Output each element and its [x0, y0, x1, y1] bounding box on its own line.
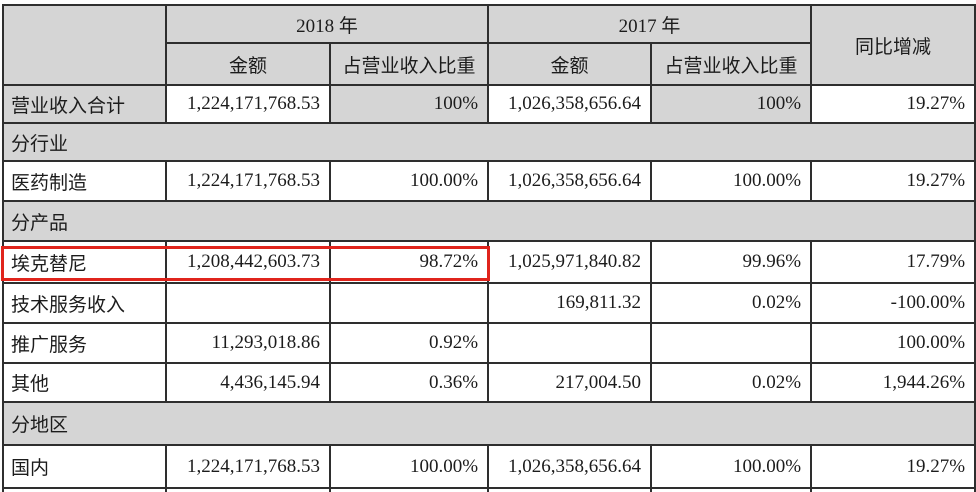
- header-pct-2017: 占营业收入比重: [650, 42, 813, 86]
- section-row: 分地区: [1, 401, 976, 446]
- value-cell: 100.00%: [650, 444, 813, 489]
- section-label: 分产品: [1, 200, 976, 242]
- value-cell: 11,293,018.86: [165, 322, 331, 364]
- value-cell: 1,224,171,768.53: [165, 444, 331, 489]
- value-cell: [328, 487, 490, 492]
- value-cell: 1,944.26%: [810, 362, 976, 403]
- value-cell: [328, 282, 490, 324]
- value-cell: 0.02%: [650, 282, 813, 324]
- value-cell: 19.27%: [810, 160, 976, 202]
- row-label: 其他: [2, 362, 167, 403]
- value-cell: 98.72%: [328, 240, 490, 284]
- header-year-2017: 2017 年: [487, 4, 813, 44]
- value-cell: 1,026,358,656.64: [487, 160, 653, 202]
- row-label: 医药制造: [2, 160, 167, 202]
- value-cell: 100.00%: [650, 160, 813, 202]
- table-row: 技术服务收入 169,811.32 0.02% -100.00%: [2, 282, 976, 324]
- header-amount-2017: 金额: [487, 42, 653, 86]
- value-cell: 99.96%: [650, 240, 813, 284]
- header-row-measures: 金额 占营业收入比重 金额 占营业收入比重: [3, 42, 975, 86]
- section-label: 分行业: [1, 122, 976, 162]
- value-cell: 1,025,971,840.82: [487, 240, 653, 284]
- header-pct-2018: 占营业收入比重: [328, 42, 490, 86]
- value-cell: -100.00%: [810, 282, 976, 324]
- value-cell: 1,026,358,656.64: [487, 444, 653, 489]
- header-amount-2018: 金额: [165, 42, 331, 86]
- section-label: 分地区: [1, 401, 976, 446]
- value-cell: 17.79%: [810, 240, 976, 284]
- value-cell: 1,208,442,603.73: [165, 240, 331, 284]
- value-cell: [810, 487, 976, 492]
- value-cell: 0.92%: [328, 322, 490, 364]
- value-cell: [165, 487, 331, 492]
- table-row: 其他 4,436,145.94 0.36% 217,004.50 0.02% 1,944.…: [2, 362, 976, 403]
- table-row: [2, 487, 976, 492]
- value-cell: 19.27%: [810, 84, 976, 124]
- section-row: 分产品: [1, 200, 976, 242]
- row-label: 埃克替尼: [2, 240, 167, 284]
- section-row: 分行业: [1, 122, 976, 162]
- row-label: 国内: [2, 444, 167, 489]
- header-year-2018: 2018 年: [164, 4, 490, 44]
- table-body: 营业收入合计 1,224,171,768.53 100% 1,026,358,656.…: [1, 84, 976, 492]
- table-row: 国内 1,224,171,768.53 100.00% 1,026,358,656.6…: [2, 444, 976, 489]
- value-cell: [650, 487, 813, 492]
- value-cell: 100%: [650, 84, 813, 124]
- revenue-table: 2018 年 2017 年 同比增减 金额 占营业收入比重 金额 占营业收入比重…: [1, 4, 976, 492]
- value-cell: 19.27%: [810, 444, 976, 489]
- table-row: 埃克替尼 1,208,442,603.73 98.72% 1,025,971,840.…: [2, 240, 976, 284]
- value-cell: 0.36%: [328, 362, 490, 403]
- row-label: 技术服务收入: [2, 282, 167, 324]
- header-yoy: 同比增减: [810, 4, 976, 86]
- table-row: 营业收入合计 1,224,171,768.53 100% 1,026,358,656.…: [2, 84, 976, 124]
- row-label: [2, 487, 167, 492]
- table-header: 2018 年 2017 年 同比增减 金额 占营业收入比重 金额 占营业收入比重: [2, 4, 976, 86]
- value-cell: 217,004.50: [487, 362, 653, 403]
- row-label: 营业收入合计: [2, 84, 167, 124]
- value-cell: 1,224,171,768.53: [165, 84, 331, 124]
- value-cell: [487, 487, 653, 492]
- value-cell: 100.00%: [328, 444, 490, 489]
- value-cell: 169,811.32: [487, 282, 653, 324]
- value-cell: [650, 322, 813, 364]
- header-row-years: 2018 年 2017 年 同比增减: [2, 4, 976, 86]
- table-row: 推广服务 11,293,018.86 0.92% 100.00%: [2, 322, 976, 364]
- value-cell: 100.00%: [810, 322, 976, 364]
- value-cell: 1,026,358,656.64: [487, 84, 653, 124]
- value-cell: 1,224,171,768.53: [165, 160, 331, 202]
- row-label: 推广服务: [2, 322, 167, 364]
- value-cell: [165, 282, 331, 324]
- value-cell: 4,436,145.94: [165, 362, 331, 403]
- value-cell: 0.02%: [650, 362, 813, 403]
- value-cell: 100.00%: [328, 160, 490, 202]
- corner-cell: [2, 4, 167, 86]
- table-row: 医药制造 1,224,171,768.53 100.00% 1,026,358,656…: [2, 160, 976, 202]
- value-cell: 100%: [328, 84, 490, 124]
- value-cell: [487, 322, 653, 364]
